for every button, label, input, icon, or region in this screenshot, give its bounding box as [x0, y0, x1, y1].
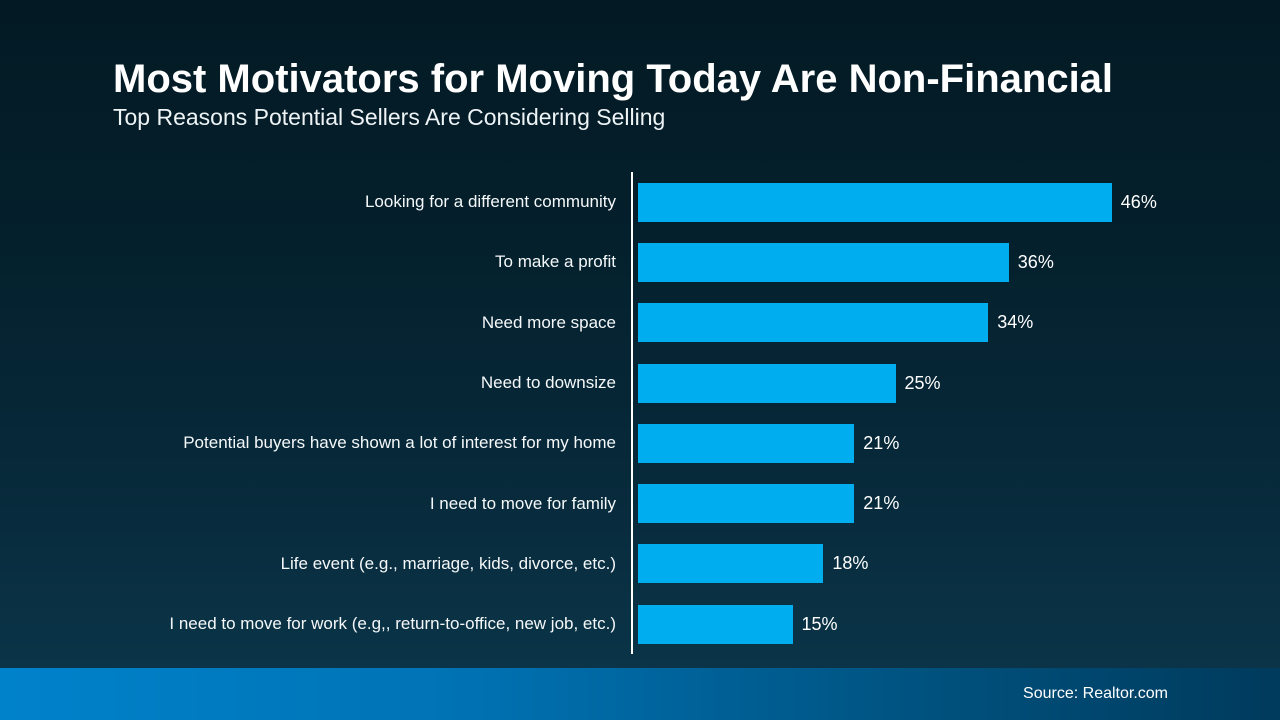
bar — [638, 604, 793, 644]
category-label: Need to downsize — [480, 373, 616, 393]
bar-cell: 21% — [631, 413, 1210, 474]
value-label: 46% — [1120, 191, 1157, 212]
bar-cell: 15% — [631, 594, 1210, 655]
footer-bar: Source: Realtor.com — [0, 668, 1280, 720]
bar-cell: 21% — [631, 473, 1210, 534]
bar-cell: 25% — [631, 352, 1210, 414]
bar — [638, 303, 989, 343]
value-label: 36% — [1017, 251, 1054, 272]
value-label: 15% — [801, 613, 838, 634]
category-label: Looking for a different community — [364, 192, 616, 212]
category-label: Potential buyers have shown a lot of int… — [183, 433, 616, 453]
bar-cell: 36% — [631, 232, 1210, 293]
page-title: Most Motivators for Moving Today Are Non… — [113, 57, 1114, 101]
bar-cell: 18% — [631, 533, 1210, 595]
bar — [638, 423, 855, 463]
source-text: Source: Realtor.com — [1023, 685, 1168, 702]
page-subtitle: Top Reasons Potential Sellers Are Consid… — [113, 104, 666, 130]
value-label: 25% — [904, 372, 941, 393]
category-label: I need to move for work (e.g,, return-to… — [169, 614, 616, 634]
chart-row: Need to downsize 25% — [113, 352, 1210, 414]
bar — [638, 544, 824, 584]
chart-row: I need to move for family 21% — [113, 473, 1210, 534]
chart-row: Need more space 34% — [113, 292, 1210, 353]
chart-row: I need to move for work (e.g,, return-to… — [113, 594, 1210, 655]
category-label: Need more space — [481, 312, 616, 332]
bar-chart-rows: Looking for a different community 46% To m… — [113, 172, 1210, 655]
chart-row: Potential buyers have shown a lot of int… — [113, 413, 1210, 474]
bar-cell: 46% — [631, 172, 1210, 233]
bar — [638, 484, 855, 524]
bar-chart: Looking for a different community 46% To m… — [113, 172, 1210, 655]
chart-row: Looking for a different community 46% — [113, 172, 1210, 233]
bar-cell: 34% — [631, 292, 1210, 353]
value-label: 34% — [997, 312, 1034, 333]
bar — [638, 242, 1009, 282]
value-label: 21% — [863, 432, 900, 453]
category-label: Life event (e.g., marriage, kids, divorc… — [280, 553, 616, 573]
value-label: 18% — [832, 553, 869, 574]
bar — [638, 363, 896, 403]
value-label: 21% — [863, 493, 900, 514]
chart-row: To make a profit 36% — [113, 232, 1210, 293]
bar — [638, 182, 1112, 222]
category-label: I need to move for family — [429, 493, 616, 513]
category-label: To make a profit — [495, 252, 616, 272]
chart-row: Life event (e.g., marriage, kids, divorc… — [113, 533, 1210, 595]
